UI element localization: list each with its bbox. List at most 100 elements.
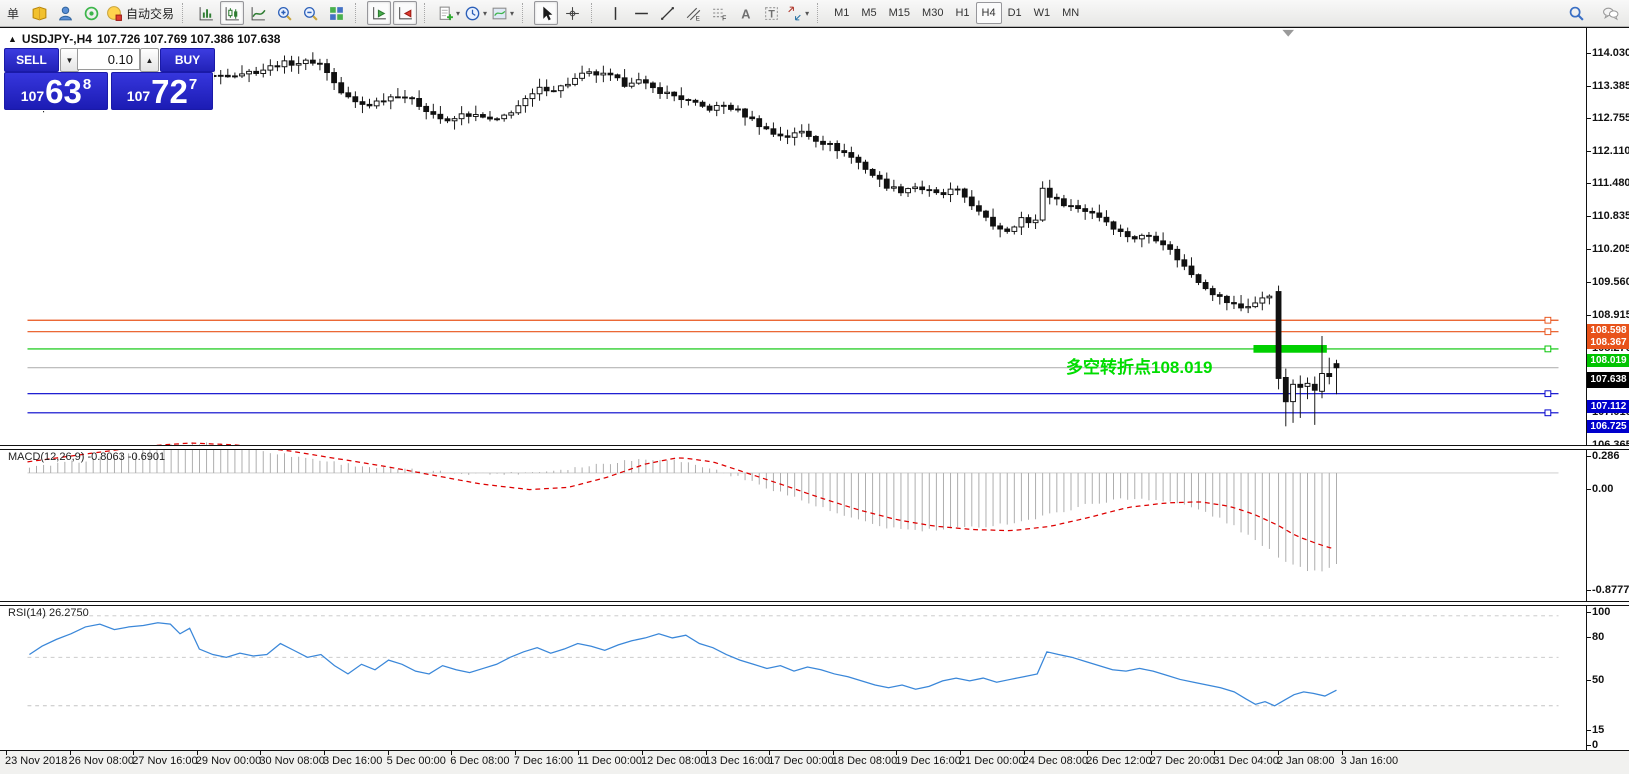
svg-text:F: F bbox=[722, 15, 726, 22]
fibonacci-tool-icon[interactable]: F bbox=[707, 1, 731, 25]
price-axis-tick bbox=[1587, 637, 1591, 638]
panel-separator-rsi[interactable] bbox=[0, 601, 1629, 606]
cursor-tool-icon[interactable] bbox=[534, 1, 559, 25]
auto-scroll-icon[interactable] bbox=[367, 1, 392, 25]
price-axis-label: 112.110 bbox=[1592, 145, 1629, 158]
auto-trading-icon[interactable]: 自动交易 bbox=[105, 1, 175, 25]
resistance-line-2-handle[interactable] bbox=[1544, 328, 1552, 336]
chevron-down-icon[interactable]: ▾ bbox=[456, 8, 461, 18]
price-axis-label: 111.480 bbox=[1592, 177, 1629, 190]
timeframe-m1[interactable]: M1 bbox=[834, 7, 850, 19]
timeframe-h1[interactable]: H1 bbox=[955, 7, 970, 19]
chat-icon[interactable] bbox=[1598, 1, 1622, 25]
price-axis-tick bbox=[1587, 489, 1591, 490]
search-icon[interactable] bbox=[1564, 1, 1588, 25]
timeframe-w1[interactable]: W1 bbox=[1033, 7, 1051, 19]
periods-list-icon[interactable]: ▾ bbox=[463, 1, 488, 25]
tile-windows-icon[interactable] bbox=[324, 1, 348, 25]
timeframe-m15[interactable]: M15 bbox=[888, 7, 911, 19]
line-chart-mode-icon[interactable] bbox=[246, 1, 270, 25]
date-axis[interactable]: 23 Nov 2018 26 Nov 08:00 27 Nov 16:00 29 No… bbox=[0, 750, 1629, 774]
collapse-panel-icon[interactable]: ▲ bbox=[8, 34, 17, 44]
crosshair-tool-icon[interactable] bbox=[560, 1, 584, 25]
indicators-list-icon[interactable]: ▾ bbox=[436, 1, 461, 25]
panel-separator-macd[interactable] bbox=[0, 445, 1629, 450]
text-label-tool-icon[interactable]: T bbox=[759, 1, 783, 25]
main-toolbar: 单 自动交易 ▾ ▾ ▾ E F A T ▾ M1 M5 M15 M30 H1 H4 D1 W1 MN bbox=[0, 0, 1629, 27]
support-line-1-price-label: 107.112 bbox=[1587, 400, 1629, 414]
lot-size-field[interactable]: 0.10 bbox=[77, 48, 140, 70]
strategy-tester-icon[interactable] bbox=[79, 1, 103, 25]
chevron-down-icon[interactable]: ▾ bbox=[483, 8, 488, 18]
pivot-thick-segment[interactable] bbox=[1253, 345, 1327, 353]
text-tool-icon[interactable]: A bbox=[733, 1, 757, 25]
price-axis[interactable]: 114.030 113.385 112.755 112.110 111.480 110.8… bbox=[1586, 26, 1629, 751]
zoom-in-icon[interactable] bbox=[272, 1, 296, 25]
arrows-tool-icon[interactable]: ▾ bbox=[785, 1, 810, 25]
pivot-line-price-label: 108.019 bbox=[1587, 353, 1629, 367]
price-axis-label: 100 bbox=[1592, 606, 1611, 618]
price-axis-tick bbox=[1587, 456, 1591, 458]
toolbar-separator bbox=[591, 3, 598, 23]
date-axis-label: 31 Dec 04:00 bbox=[1213, 755, 1279, 767]
resistance-line-1-price-label: 108.598 bbox=[1587, 324, 1629, 338]
sell-button[interactable]: SELL bbox=[4, 48, 59, 72]
resistance-line-1-handle[interactable] bbox=[1544, 316, 1552, 324]
support-line-1-handle[interactable] bbox=[1544, 390, 1552, 398]
macd-histogram bbox=[28, 442, 1337, 572]
date-axis-label: 26 Nov 08:00 bbox=[68, 755, 135, 767]
date-axis-tick bbox=[196, 751, 198, 755]
horizontal-line-tool-icon[interactable] bbox=[629, 1, 653, 25]
timeframe-mn[interactable]: MN bbox=[1062, 7, 1080, 19]
sell-price-button[interactable]: 107 63 8 bbox=[4, 72, 108, 110]
chart-shift-icon[interactable] bbox=[393, 1, 418, 25]
price-axis-tick bbox=[1587, 680, 1591, 681]
buy-button[interactable]: BUY bbox=[160, 48, 215, 72]
price-axis-tick bbox=[1587, 85, 1591, 87]
timeframe-m5[interactable]: M5 bbox=[861, 7, 877, 19]
rsi-line bbox=[29, 622, 1337, 707]
date-axis-label: 17 Dec 00:00 bbox=[768, 755, 834, 767]
svg-text:E: E bbox=[695, 15, 699, 22]
date-axis-tick bbox=[642, 751, 643, 755]
date-axis-label: 5 Dec 00:00 bbox=[386, 755, 446, 767]
price-axis-label: 108.915 bbox=[1592, 308, 1629, 321]
price-axis-label: 80 bbox=[1592, 631, 1605, 643]
date-axis-label: 13 Dec 16:00 bbox=[704, 755, 771, 767]
timeframe-d1[interactable]: D1 bbox=[1007, 7, 1022, 19]
pivot-line-handle[interactable] bbox=[1544, 345, 1552, 353]
date-axis-label: 21 Dec 00:00 bbox=[959, 755, 1025, 767]
timeframe-m30[interactable]: M30 bbox=[922, 7, 944, 19]
date-axis-tick bbox=[1023, 751, 1025, 755]
bar-chart-mode-icon[interactable] bbox=[194, 1, 218, 25]
date-axis-tick bbox=[1150, 751, 1152, 755]
data-window-icon[interactable] bbox=[27, 1, 51, 25]
trendline-tool-icon[interactable] bbox=[655, 1, 679, 25]
date-axis-label: 29 Nov 00:00 bbox=[195, 755, 262, 767]
date-axis-label: 2 Jan 08:00 bbox=[1277, 755, 1335, 767]
chevron-down-icon[interactable]: ▾ bbox=[510, 8, 515, 18]
buy-price-button[interactable]: 107 72 7 bbox=[111, 72, 213, 110]
date-axis-label: 12 Dec 08:00 bbox=[641, 755, 707, 767]
chart-shift-marker[interactable] bbox=[1282, 29, 1295, 37]
date-axis-label: 7 Dec 16:00 bbox=[513, 755, 574, 767]
sell-price-point: 8 bbox=[82, 76, 92, 93]
date-axis-tick bbox=[6, 751, 7, 755]
templates-icon[interactable]: ▾ bbox=[490, 1, 515, 25]
toolbar-separator bbox=[424, 3, 431, 23]
date-axis-tick bbox=[578, 751, 580, 755]
macd-indicator-label: MACD(12,26,9) -0.8063 -0.6901 bbox=[8, 451, 166, 463]
zoom-out-icon[interactable] bbox=[298, 1, 322, 25]
new-order-button[interactable]: 单 bbox=[6, 6, 19, 21]
equidistant-channel-tool-icon[interactable]: E bbox=[681, 1, 705, 25]
buy-price-point: 7 bbox=[188, 76, 198, 93]
price-chart-canvas[interactable] bbox=[0, 26, 1586, 750]
support-line-2-handle[interactable] bbox=[1544, 409, 1552, 417]
candlestick-mode-icon[interactable] bbox=[220, 1, 245, 25]
vertical-line-tool-icon[interactable] bbox=[603, 1, 627, 25]
timeframe-h4[interactable]: H4 bbox=[975, 2, 1002, 24]
lot-increase-button[interactable]: ▲ bbox=[140, 48, 159, 72]
date-axis-tick bbox=[896, 751, 898, 755]
navigator-icon[interactable] bbox=[53, 1, 77, 25]
chevron-down-icon[interactable]: ▾ bbox=[805, 8, 810, 18]
